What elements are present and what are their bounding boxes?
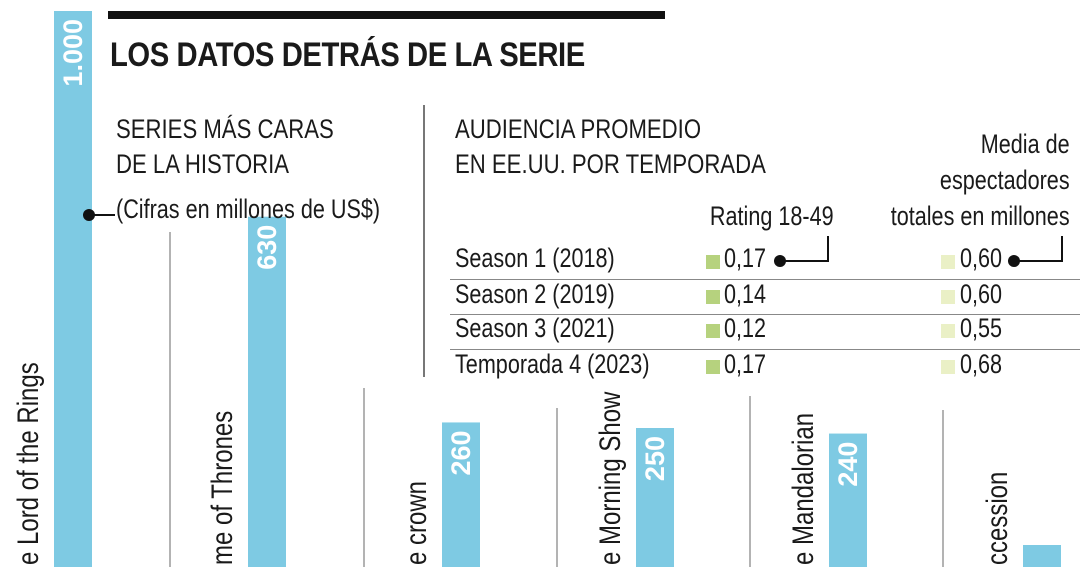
chart-subtitle-line-2: DE LA HISTORIA	[116, 149, 290, 179]
rating-swatch	[706, 360, 720, 374]
table-title-line-2: EN EE.UU. POR TEMPORADA	[455, 149, 766, 179]
note-pointer-dot	[83, 209, 95, 221]
page-title: LOS DATOS DETRÁS DE LA SERIE	[110, 36, 585, 74]
table-row-divider	[450, 349, 1080, 350]
bar	[636, 428, 674, 567]
viewers-header-line-3: totales en millones	[891, 201, 1070, 231]
table-row-divider	[450, 314, 1080, 315]
bar	[54, 11, 92, 567]
top-rule	[108, 11, 665, 19]
bar	[442, 422, 480, 567]
bar-value-label: 260	[446, 430, 476, 475]
viewers-swatch	[941, 290, 955, 304]
rating-value: 0,17	[724, 243, 767, 273]
viewers-swatch	[941, 360, 955, 374]
viewers-swatch	[941, 255, 955, 269]
category-label: e Lord of the Rings	[10, 362, 44, 565]
viewers-pointer-dot	[1008, 255, 1020, 267]
category-label: e crown	[398, 481, 432, 565]
viewers-swatch	[941, 324, 955, 338]
table-title: AUDIENCIA PROMEDIO EN EE.UU. POR TEMPORA…	[455, 112, 766, 182]
viewers-column-header: Media de espectadores totales en millone…	[891, 126, 1070, 234]
category-label: e Morning Show	[592, 391, 626, 565]
season-label: Season 1 (2018)	[455, 243, 615, 273]
viewers-pointer-vertical	[1061, 236, 1063, 262]
viewers-header-line-2: espectadores	[940, 165, 1070, 195]
rating-pointer-vertical	[827, 236, 829, 262]
viewers-pointer-horizontal	[1014, 260, 1063, 262]
rating-swatch	[706, 255, 720, 269]
bar-value-label: 630	[252, 225, 282, 270]
category-label: me of Thrones	[204, 411, 238, 565]
viewers-header-line-1: Media de	[981, 129, 1070, 159]
section-divider	[423, 105, 425, 377]
bar	[829, 433, 867, 567]
rating-pointer-dot	[774, 255, 786, 267]
bar	[1023, 545, 1061, 567]
table-row-divider	[450, 279, 1080, 280]
season-label: Season 3 (2021)	[455, 313, 615, 343]
rating-pointer-horizontal	[780, 260, 829, 262]
viewers-value: 0,55	[960, 313, 1003, 343]
bar-value-label: 250	[640, 436, 670, 481]
rating-swatch	[706, 324, 720, 338]
rating-value: 0,12	[724, 313, 767, 343]
rating-value: 0,17	[724, 349, 767, 379]
table-title-line-1: AUDIENCIA PROMEDIO	[455, 114, 702, 144]
season-label: Temporada 4 (2023)	[455, 349, 650, 379]
bar-value-label: 240	[833, 442, 863, 487]
season-label: Season 2 (2019)	[455, 279, 615, 309]
chart-units-note: (Cifras en millones de US$)	[116, 194, 381, 224]
rating-swatch	[706, 290, 720, 304]
bar-value-label: 1.000	[58, 19, 88, 87]
viewers-value: 0,68	[960, 349, 1003, 379]
category-label: e Mandalorian	[785, 413, 819, 565]
category-label: ccession	[979, 472, 1013, 565]
note-pointer-line	[93, 214, 115, 216]
viewers-value: 0,60	[960, 243, 1003, 273]
chart-subtitle-line-1: SERIES MÁS CARAS	[116, 114, 334, 144]
viewers-value: 0,60	[960, 279, 1003, 309]
rating-column-header: Rating 18-49	[710, 201, 834, 231]
chart-subtitle: SERIES MÁS CARAS DE LA HISTORIA	[116, 112, 334, 182]
bar	[248, 216, 286, 567]
rating-value: 0,14	[724, 279, 767, 309]
